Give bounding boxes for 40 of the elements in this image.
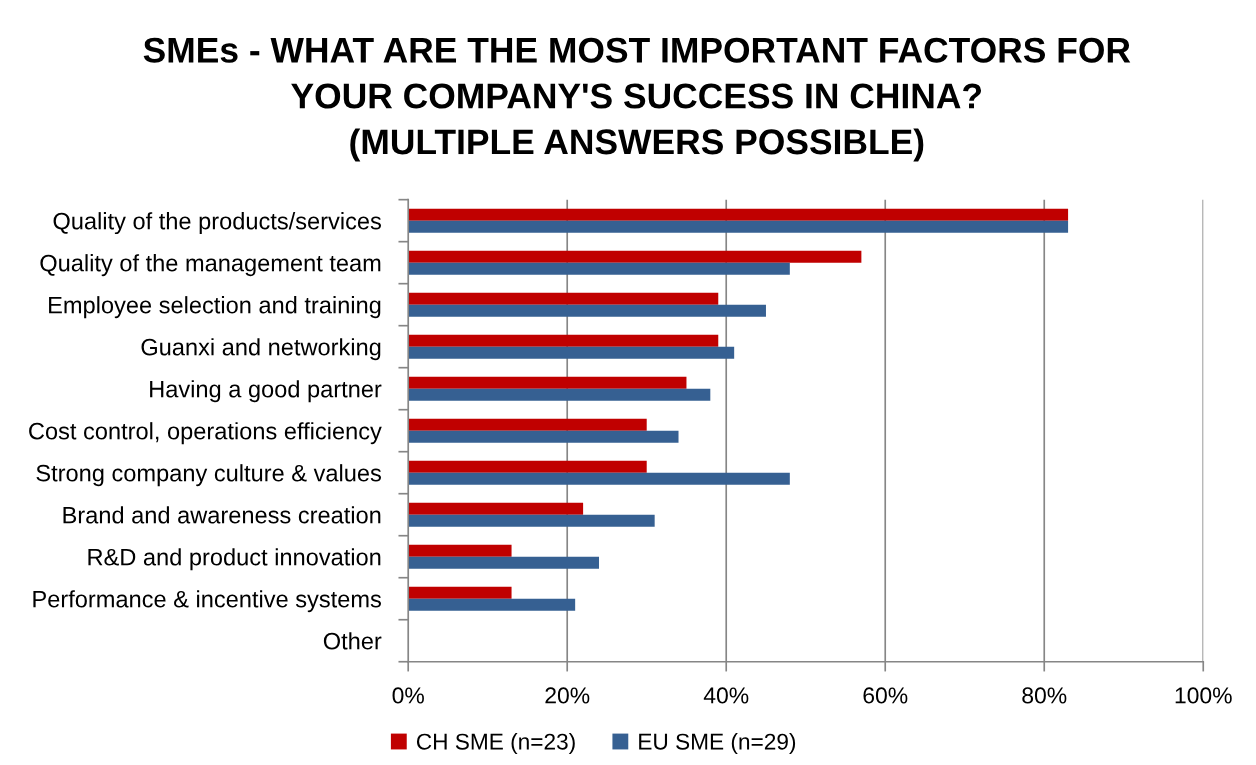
bar <box>408 262 790 275</box>
chart-title: SMEs - WHAT ARE THE MOST IMPORTANT FACTORS FOR YOUR COMPANY'S SUCCESS IN CHINA? (MULTIPLE ANSWERS POSSIBLE) <box>143 37 1131 162</box>
bar <box>408 472 790 485</box>
y-tick-label: Quality of the management team <box>40 254 381 277</box>
x-tick-label: 20% <box>545 687 590 704</box>
bar <box>408 376 687 389</box>
bar <box>408 292 719 305</box>
bar <box>408 502 584 515</box>
x-tick-label: 80% <box>1022 687 1067 704</box>
bar <box>408 586 512 599</box>
x-tick-label: 100% <box>1175 687 1232 704</box>
x-tick-label: 60% <box>863 687 908 704</box>
bar <box>408 208 1069 221</box>
y-tick-label: Having a good partner <box>150 380 382 403</box>
y-tick-label: Brand and awareness creation <box>63 506 381 524</box>
y-tick-label: Cost control, operations efficiency <box>29 422 382 445</box>
y-tick-label: Quality of the products/services <box>53 212 381 235</box>
bar <box>408 346 735 359</box>
bar <box>408 556 600 569</box>
y-tick-label: R&D and product innovation <box>88 548 381 571</box>
x-tick-label: 40% <box>703 687 749 704</box>
bar <box>408 304 766 317</box>
bar <box>408 418 647 431</box>
y-tick-label: Performance & incentive systems <box>33 590 381 613</box>
bar <box>408 250 862 263</box>
bar <box>408 430 679 443</box>
y-tick-label: Guanxi and networking <box>141 338 381 361</box>
legend-label: CH SME (n=23) <box>416 733 575 755</box>
bar <box>408 460 647 473</box>
bar <box>408 544 512 557</box>
y-tick-label: Employee selection and training <box>49 296 381 319</box>
y-tick-label: Strong company culture & values <box>36 464 381 487</box>
bar <box>408 388 711 401</box>
legend-label: EU SME (n=29) <box>639 733 796 755</box>
bar <box>408 514 655 527</box>
x-tick-label: 0% <box>392 687 424 704</box>
y-tick-label: Other <box>323 632 382 650</box>
bar <box>408 220 1069 233</box>
bar <box>408 598 576 611</box>
bar <box>408 334 719 347</box>
